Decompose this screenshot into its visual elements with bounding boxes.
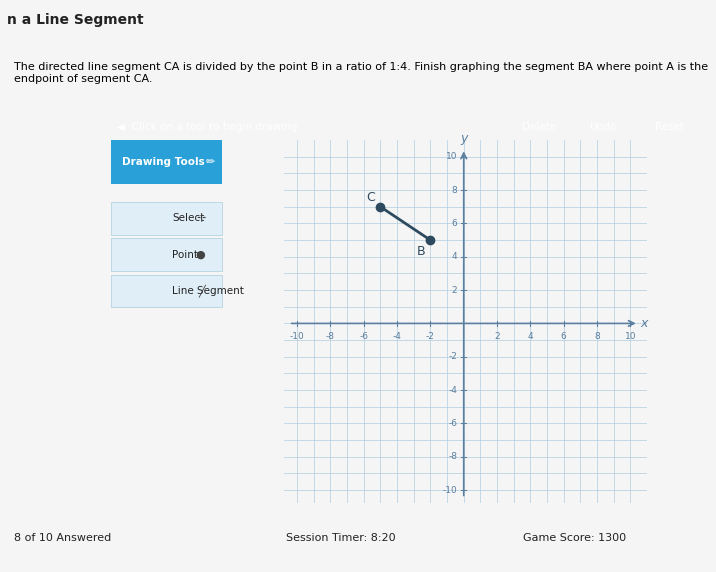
Text: Select: Select <box>172 213 204 223</box>
Text: -4: -4 <box>448 386 457 395</box>
Text: Point: Point <box>172 249 198 260</box>
Text: ╱: ╱ <box>198 284 205 297</box>
Text: 8 of 10 Answered: 8 of 10 Answered <box>14 533 112 543</box>
Text: 8: 8 <box>594 332 600 341</box>
Text: 4: 4 <box>528 332 533 341</box>
Text: Line Segment: Line Segment <box>172 286 244 296</box>
Text: ◀  Click on a tool to begin drawing: ◀ Click on a tool to begin drawing <box>117 122 297 132</box>
Text: Session Timer: 8:20: Session Timer: 8:20 <box>286 533 396 543</box>
Text: Game Score: 1300: Game Score: 1300 <box>523 533 626 543</box>
Text: The directed line segment CA is divided by the point B in a ratio of 1:4. Finish: The directed line segment CA is divided … <box>14 62 708 84</box>
Text: 2: 2 <box>494 332 500 341</box>
Text: 2: 2 <box>452 285 457 295</box>
Bar <box>111 238 222 271</box>
Text: Reset: Reset <box>656 122 684 132</box>
Text: n a Line Segment: n a Line Segment <box>7 13 144 27</box>
Text: 8: 8 <box>451 186 457 194</box>
Bar <box>111 140 222 184</box>
Text: -2: -2 <box>426 332 435 341</box>
Text: ⊹: ⊹ <box>196 213 205 223</box>
Text: -10: -10 <box>290 332 304 341</box>
Bar <box>111 275 222 307</box>
Text: Undo: Undo <box>589 122 616 132</box>
Text: ●: ● <box>195 249 205 260</box>
Text: -2: -2 <box>448 352 457 362</box>
Text: -6: -6 <box>359 332 368 341</box>
Text: x: x <box>640 317 648 330</box>
Text: -8: -8 <box>448 452 457 461</box>
Text: y: y <box>460 132 468 145</box>
Text: -4: -4 <box>392 332 402 341</box>
Text: Drawing Tools: Drawing Tools <box>122 157 205 167</box>
Text: B: B <box>417 245 425 258</box>
Text: 6: 6 <box>451 219 457 228</box>
Text: -10: -10 <box>442 486 457 495</box>
Text: 6: 6 <box>561 332 566 341</box>
Text: 10: 10 <box>624 332 636 341</box>
Text: Delete: Delete <box>523 122 556 132</box>
Text: -6: -6 <box>448 419 457 428</box>
Text: 4: 4 <box>452 252 457 261</box>
Text: -8: -8 <box>326 332 335 341</box>
Bar <box>111 202 222 235</box>
Text: ✏: ✏ <box>205 157 215 167</box>
Text: 10: 10 <box>445 152 457 161</box>
Text: C: C <box>367 191 375 204</box>
